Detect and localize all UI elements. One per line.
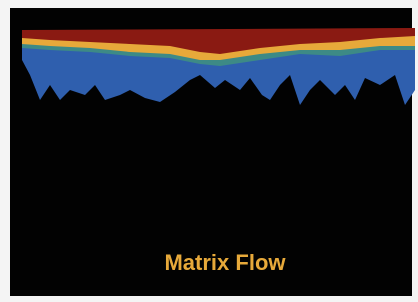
video-frame: Matrix Flow xyxy=(0,0,418,302)
caption: Matrix Flow xyxy=(164,250,286,275)
